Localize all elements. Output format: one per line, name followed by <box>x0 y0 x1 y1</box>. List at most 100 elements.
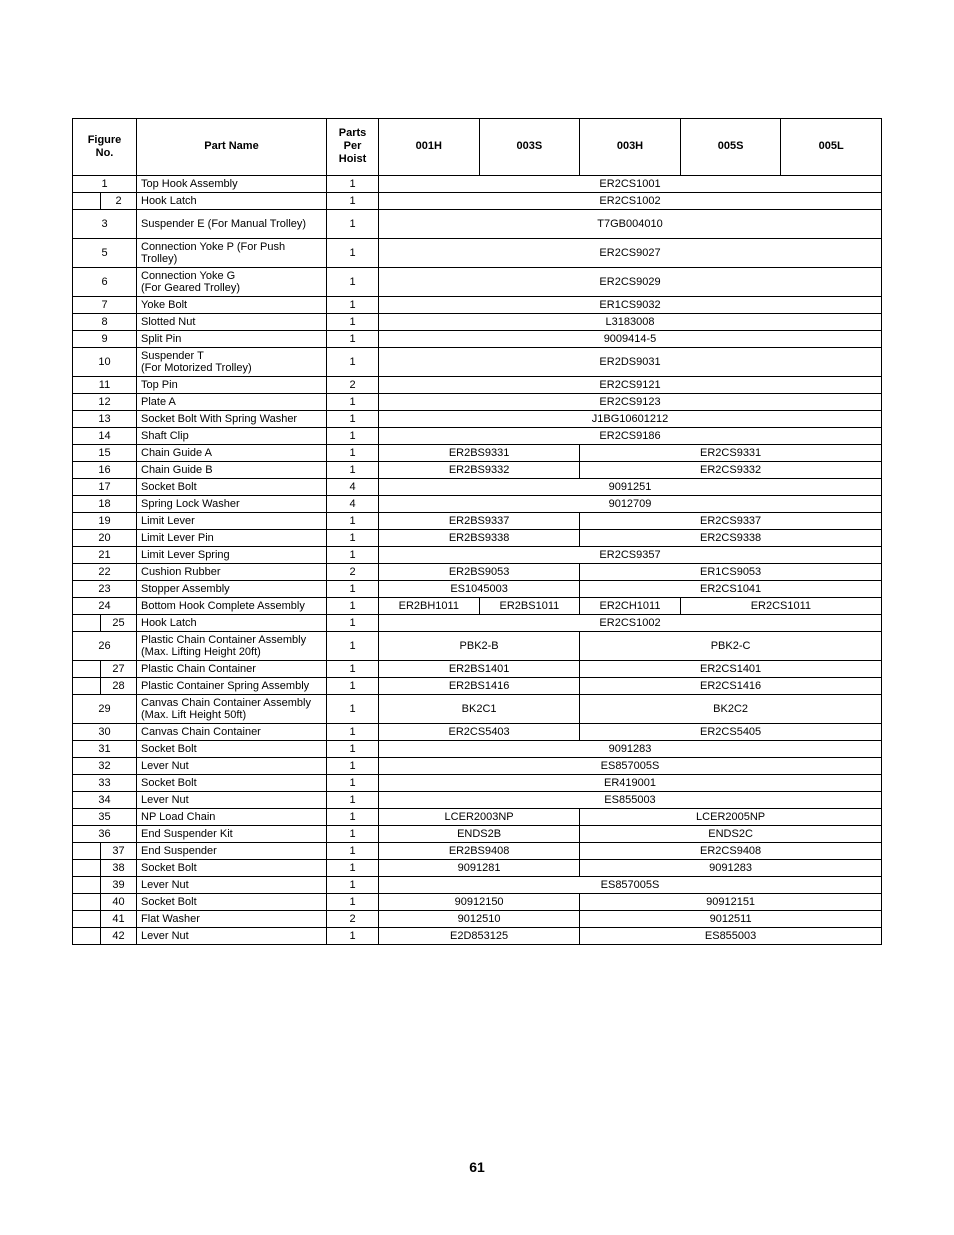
part-code-cell: ER1CS9053 <box>580 563 882 580</box>
figure-no-cell: 22 <box>73 563 137 580</box>
part-name-cell: Socket Bolt <box>137 859 327 876</box>
table-row: 32Lever Nut1ES857005S <box>73 757 882 774</box>
part-code-cell: ES855003 <box>580 927 882 944</box>
qty-cell: 1 <box>327 791 379 808</box>
table-row: 36End Suspender Kit1ENDS2BENDS2C <box>73 825 882 842</box>
figure-no-cell: 14 <box>73 427 137 444</box>
qty-cell: 1 <box>327 546 379 563</box>
table-row: 29Canvas Chain Container Assembly (Max. … <box>73 694 882 723</box>
part-code-cell: 9009414-5 <box>379 330 882 347</box>
part-code-cell: 9091283 <box>580 859 882 876</box>
table-row: 40Socket Bolt19091215090912151 <box>73 893 882 910</box>
qty-cell: 1 <box>327 876 379 893</box>
part-code-cell: ER1CS9032 <box>379 296 882 313</box>
qty-cell: 1 <box>327 808 379 825</box>
figure-no-cell: 13 <box>73 410 137 427</box>
table-row: 30Canvas Chain Container1ER2CS5403ER2CS5… <box>73 723 882 740</box>
table-row: 15Chain Guide A1ER2BS9331ER2CS9331 <box>73 444 882 461</box>
figure-no-cell-a <box>73 893 101 910</box>
table-row: 20Limit Lever Pin1ER2BS9338ER2CS9338 <box>73 529 882 546</box>
part-code-cell: ER2CS9331 <box>580 444 882 461</box>
qty-cell: 1 <box>327 694 379 723</box>
table-row: 18Spring Lock Washer49012709 <box>73 495 882 512</box>
figure-no-cell-b: 25 <box>101 614 137 631</box>
qty-cell: 1 <box>327 444 379 461</box>
part-code-cell: ER2BS9408 <box>379 842 580 859</box>
part-name-cell: Lever Nut <box>137 757 327 774</box>
part-code-cell: PBK2-B <box>379 631 580 660</box>
qty-cell: 1 <box>327 842 379 859</box>
part-name-cell: Stopper Assembly <box>137 580 327 597</box>
part-code-cell: ER2CS9337 <box>580 512 882 529</box>
qty-cell: 1 <box>327 267 379 296</box>
part-code-cell: ER2DS9031 <box>379 347 882 376</box>
part-name-cell: Cushion Rubber <box>137 563 327 580</box>
part-code-cell: 9012709 <box>379 495 882 512</box>
parts-table: Figure No. Part Name Parts Per Hoist 001… <box>72 118 882 945</box>
table-header: Figure No. Part Name Parts Per Hoist 001… <box>73 119 882 176</box>
qty-cell: 1 <box>327 859 379 876</box>
figure-no-cell: 18 <box>73 495 137 512</box>
part-name-cell: Plate A <box>137 393 327 410</box>
qty-cell: 1 <box>327 410 379 427</box>
part-code-cell: ER2CS9332 <box>580 461 882 478</box>
figure-no-cell-a <box>73 910 101 927</box>
table-row: 33Socket Bolt1ER419001 <box>73 774 882 791</box>
part-name-cell: Socket Bolt <box>137 774 327 791</box>
qty-cell: 1 <box>327 927 379 944</box>
table-row: 42Lever Nut1E2D853125ES855003 <box>73 927 882 944</box>
qty-cell: 1 <box>327 580 379 597</box>
qty-cell: 1 <box>327 461 379 478</box>
qty-cell: 1 <box>327 313 379 330</box>
col-model-0: 001H <box>379 119 480 176</box>
part-name-cell: Socket Bolt <box>137 893 327 910</box>
part-code-cell: 9091281 <box>379 859 580 876</box>
qty-cell: 1 <box>327 757 379 774</box>
part-name-cell: Connection Yoke G (For Geared Trolley) <box>137 267 327 296</box>
table-row: 14Shaft Clip1ER2CS9186 <box>73 427 882 444</box>
part-code-cell: ER419001 <box>379 774 882 791</box>
part-code-cell: 9012510 <box>379 910 580 927</box>
table-row: 1Top Hook Assembly1ER2CS1001 <box>73 175 882 192</box>
figure-no-cell: 20 <box>73 529 137 546</box>
part-code-cell: ER2CS1002 <box>379 614 882 631</box>
figure-no-cell: 12 <box>73 393 137 410</box>
part-name-cell: Plastic Container Spring Assembly <box>137 677 327 694</box>
part-code-cell: ES1045003 <box>379 580 580 597</box>
figure-no-cell-a <box>73 876 101 893</box>
part-name-cell: Plastic Chain Container Assembly (Max. L… <box>137 631 327 660</box>
part-name-cell: Hook Latch <box>137 192 327 209</box>
table-row: 26Plastic Chain Container Assembly (Max.… <box>73 631 882 660</box>
figure-no-cell: 34 <box>73 791 137 808</box>
table-row: 11Top Pin2ER2CS9121 <box>73 376 882 393</box>
qty-cell: 1 <box>327 893 379 910</box>
qty-cell: 1 <box>327 296 379 313</box>
part-code-cell: ENDS2C <box>580 825 882 842</box>
part-name-cell: Limit Lever <box>137 512 327 529</box>
part-name-cell: Chain Guide A <box>137 444 327 461</box>
part-code-cell: T7GB004010 <box>379 209 882 238</box>
part-code-cell: LCER2003NP <box>379 808 580 825</box>
part-name-cell: Yoke Bolt <box>137 296 327 313</box>
part-code-cell: ER2CS1401 <box>580 660 882 677</box>
part-code-cell: ES857005S <box>379 876 882 893</box>
part-name-cell: Shaft Clip <box>137 427 327 444</box>
table-row: 21Limit Lever Spring1ER2CS9357 <box>73 546 882 563</box>
qty-cell: 2 <box>327 376 379 393</box>
qty-cell: 4 <box>327 495 379 512</box>
part-name-cell: Slotted Nut <box>137 313 327 330</box>
table-row: 2Hook Latch1ER2CS1002 <box>73 192 882 209</box>
part-code-cell: ER2CS9027 <box>379 238 882 267</box>
part-name-cell: End Suspender Kit <box>137 825 327 842</box>
part-code-cell: ER2BS1416 <box>379 677 580 694</box>
part-code-cell: ES855003 <box>379 791 882 808</box>
part-code-cell: BK2C2 <box>580 694 882 723</box>
part-code-cell: ER2BS9337 <box>379 512 580 529</box>
figure-no-cell-a <box>73 859 101 876</box>
figure-no-cell: 26 <box>73 631 137 660</box>
table-row: 27Plastic Chain Container1ER2BS1401ER2CS… <box>73 660 882 677</box>
table-row: 24Bottom Hook Complete Assembly1ER2BH101… <box>73 597 882 614</box>
part-name-cell: Flat Washer <box>137 910 327 927</box>
part-name-cell: Split Pin <box>137 330 327 347</box>
part-code-cell: ER2CS9186 <box>379 427 882 444</box>
